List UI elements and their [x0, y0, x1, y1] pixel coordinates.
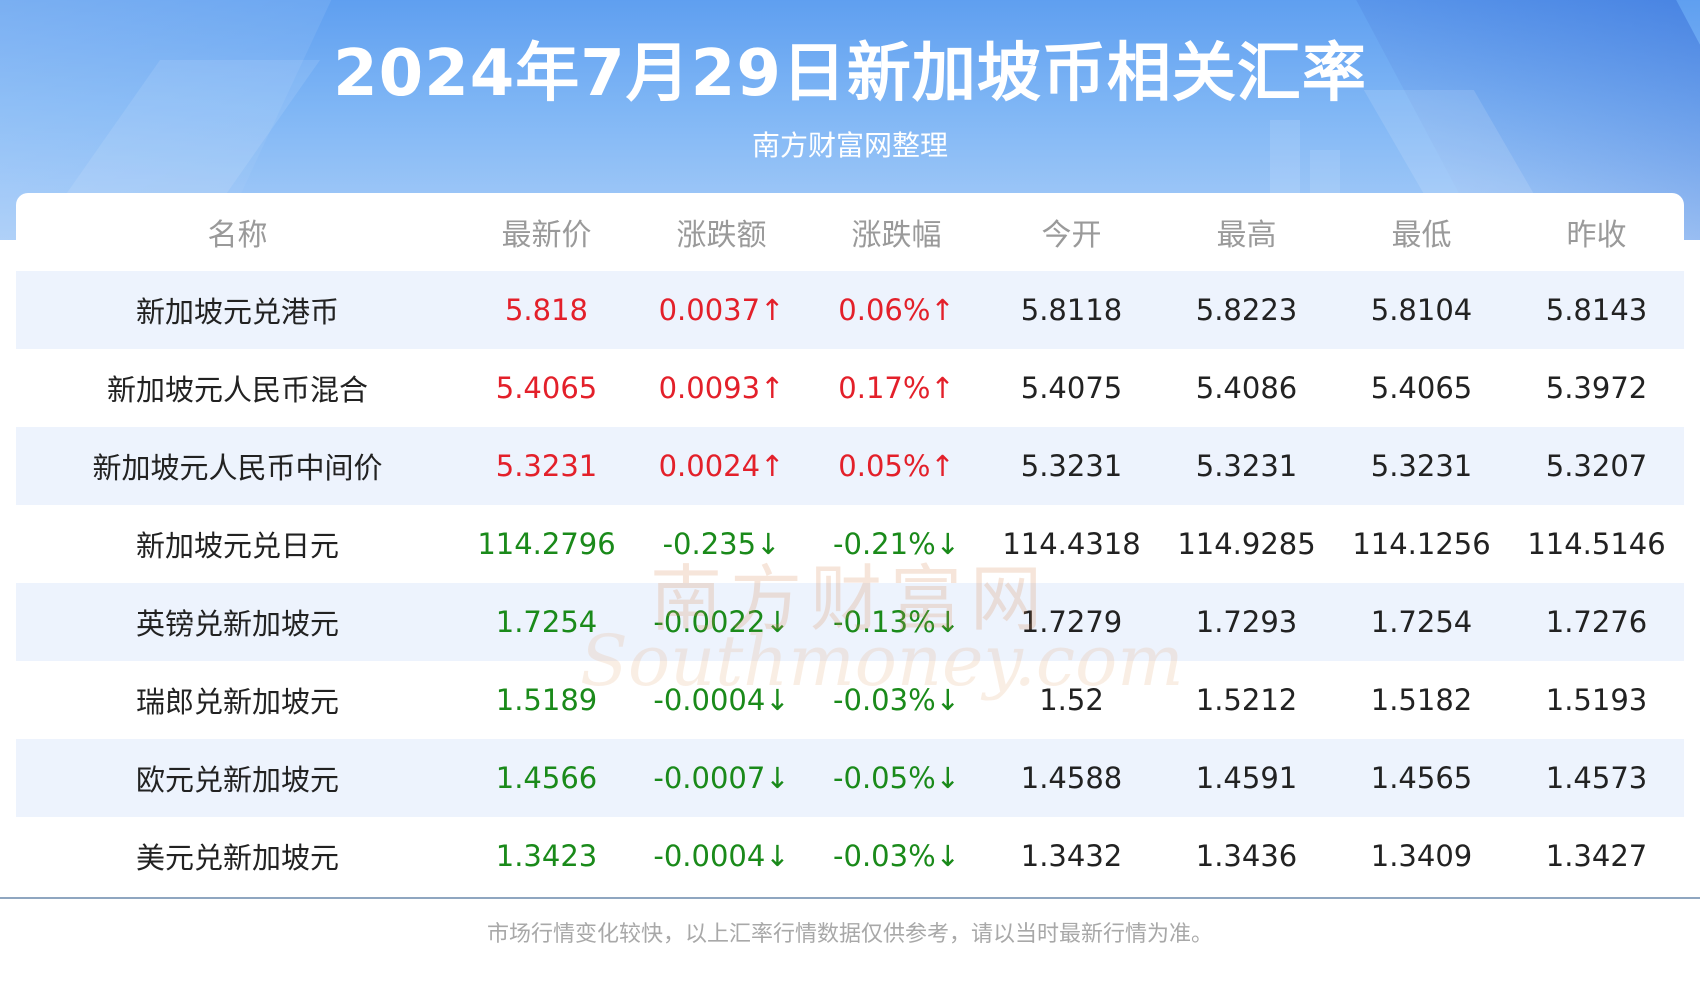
prev-close-price: 1.5193	[1545, 683, 1648, 717]
open-price: 1.3432	[1020, 839, 1123, 873]
latest-price: 1.7254	[495, 605, 598, 639]
table-row: 新加坡元兑港币 5.818 0.0037↑ 0.06%↑ 5.8118 5.82…	[16, 271, 1684, 349]
high-price: 114.9285	[1177, 527, 1316, 561]
low-price: 1.7254	[1370, 605, 1473, 639]
change-amount: 0.0037↑	[658, 293, 785, 327]
table-row: 新加坡元兑日元 114.2796 -0.235↓ -0.21%↓ 114.431…	[16, 505, 1684, 583]
open-price: 5.8118	[1020, 293, 1123, 327]
open-price: 114.4318	[1002, 527, 1141, 561]
prev-close-price: 1.4573	[1545, 761, 1648, 795]
rate-name: 新加坡元人民币中间价	[92, 451, 383, 485]
column-header-low: 最低	[1391, 218, 1452, 253]
low-price: 5.8104	[1370, 293, 1473, 327]
table-row: 英镑兑新加坡元 1.7254 -0.0022↓ -0.13%↓ 1.7279 1…	[16, 583, 1684, 661]
high-price: 5.8223	[1195, 293, 1298, 327]
footer-divider	[0, 897, 1700, 899]
open-price: 1.52	[1039, 683, 1104, 717]
table-row: 欧元兑新加坡元 1.4566 -0.0007↓ -0.05%↓ 1.4588 1…	[16, 739, 1684, 817]
prev-close-price: 5.8143	[1545, 293, 1648, 327]
latest-price: 5.3231	[495, 449, 598, 483]
change-percent: 0.06%↑	[838, 293, 955, 327]
rate-name: 美元兑新加坡元	[135, 841, 339, 875]
prev-close-price: 1.3427	[1545, 839, 1648, 873]
high-price: 5.4086	[1195, 371, 1298, 405]
change-amount: 0.0024↑	[658, 449, 785, 483]
column-header-open: 今开	[1041, 218, 1102, 253]
rates-table: 名称 最新价 涨跌额 涨跌幅 今开 最高 最低 昨收 新加坡元兑港币 5.818…	[16, 193, 1684, 898]
low-price: 1.5182	[1370, 683, 1473, 717]
change-percent: -0.05%↓	[833, 761, 960, 795]
disclaimer-text: 市场行情变化较快，以上汇率行情数据仅供参考，请以当时最新行情为准。	[486, 922, 1213, 947]
change-amount: -0.0004↓	[653, 839, 790, 873]
low-price: 5.3231	[1370, 449, 1473, 483]
rate-name: 欧元兑新加坡元	[135, 763, 339, 797]
open-price: 5.4075	[1020, 371, 1123, 405]
column-header-name: 名称	[207, 218, 268, 253]
change-amount: -0.0022↓	[653, 605, 790, 639]
change-percent: -0.13%↓	[833, 605, 960, 639]
column-header-change-pct: 涨跌幅	[851, 218, 942, 253]
column-header-prev-close: 昨收	[1566, 218, 1627, 253]
page-title: 2024年7月29日新加坡币相关汇率	[333, 37, 1367, 111]
change-percent: -0.03%↓	[833, 683, 960, 717]
latest-price: 1.3423	[495, 839, 598, 873]
change-percent: 0.05%↑	[838, 449, 955, 483]
rate-name: 瑞郎兑新加坡元	[135, 685, 339, 719]
change-amount: -0.0004↓	[653, 683, 790, 717]
prev-close-price: 5.3972	[1545, 371, 1648, 405]
column-header-latest: 最新价	[501, 218, 592, 253]
high-price: 1.7293	[1195, 605, 1298, 639]
table-row: 新加坡元人民币混合 5.4065 0.0093↑ 0.17%↑ 5.4075 5…	[16, 349, 1684, 427]
page-subtitle: 南方财富网整理	[751, 129, 948, 162]
high-price: 1.4591	[1195, 761, 1298, 795]
rate-name: 新加坡元兑日元	[135, 529, 339, 563]
table-row: 瑞郎兑新加坡元 1.5189 -0.0004↓ -0.03%↓ 1.52 1.5…	[16, 661, 1684, 739]
prev-close-price: 114.5146	[1527, 527, 1666, 561]
rate-name: 新加坡元兑港币	[135, 295, 339, 329]
change-percent: -0.21%↓	[833, 527, 960, 561]
change-amount: -0.235↓	[662, 527, 781, 561]
low-price: 1.4565	[1370, 761, 1473, 795]
high-price: 5.3231	[1195, 449, 1298, 483]
latest-price: 1.4566	[495, 761, 598, 795]
high-price: 1.5212	[1195, 683, 1298, 717]
prev-close-price: 1.7276	[1545, 605, 1648, 639]
change-amount: 0.0093↑	[658, 371, 785, 405]
open-price: 1.4588	[1020, 761, 1123, 795]
low-price: 114.1256	[1352, 527, 1491, 561]
low-price: 1.3409	[1370, 839, 1473, 873]
open-price: 1.7279	[1020, 605, 1123, 639]
change-amount: -0.0007↓	[653, 761, 790, 795]
open-price: 5.3231	[1020, 449, 1123, 483]
latest-price: 5.4065	[495, 371, 598, 405]
change-percent: -0.03%↓	[833, 839, 960, 873]
low-price: 5.4065	[1370, 371, 1473, 405]
table-row: 美元兑新加坡元 1.3423 -0.0004↓ -0.03%↓ 1.3432 1…	[16, 817, 1684, 895]
high-price: 1.3436	[1195, 839, 1298, 873]
column-header-change: 涨跌额	[676, 218, 767, 253]
table-row: 新加坡元人民币中间价 5.3231 0.0024↑ 0.05%↑ 5.3231 …	[16, 427, 1684, 505]
prev-close-price: 5.3207	[1545, 449, 1648, 483]
rate-name: 新加坡元人民币混合	[106, 373, 368, 407]
latest-price: 1.5189	[495, 683, 598, 717]
column-header-high: 最高	[1216, 218, 1277, 253]
table-header-row: 名称 最新价 涨跌额 涨跌幅 今开 最高 最低 昨收	[16, 193, 1684, 271]
rate-name: 英镑兑新加坡元	[135, 607, 339, 641]
latest-price: 114.2796	[477, 527, 616, 561]
latest-price: 5.818	[504, 293, 589, 327]
change-percent: 0.17%↑	[838, 371, 955, 405]
